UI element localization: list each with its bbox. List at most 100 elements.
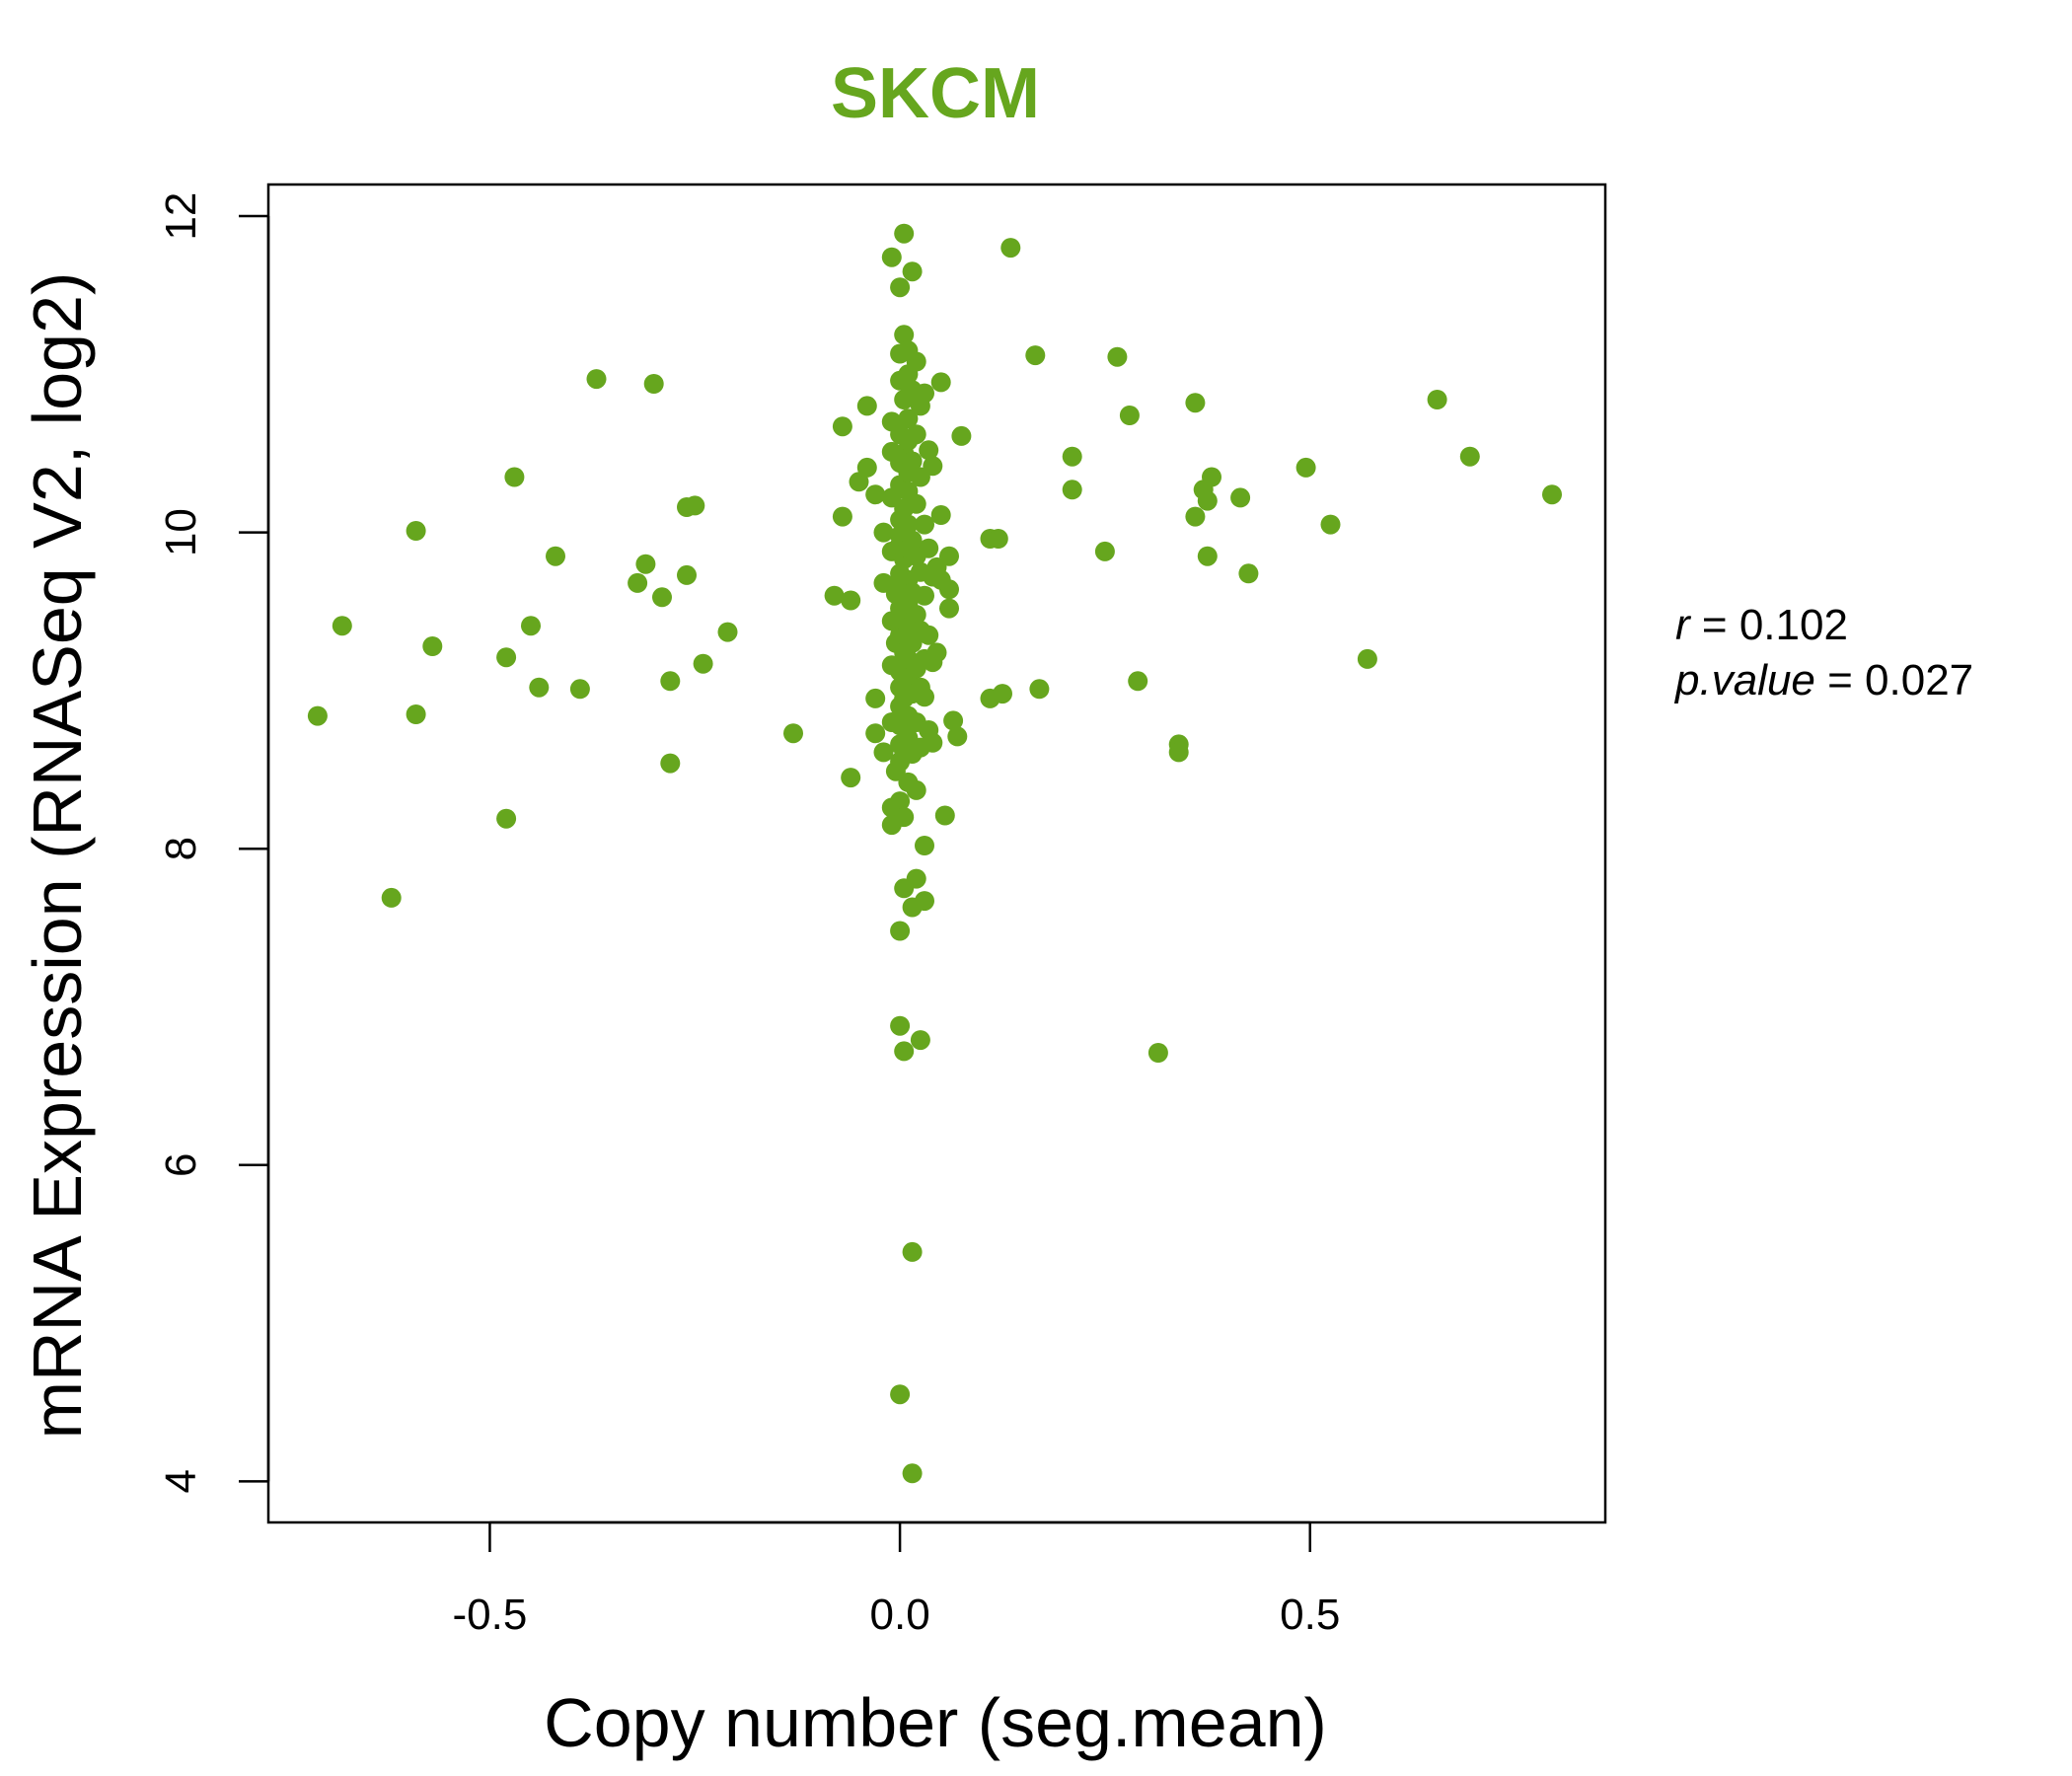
data-point-134 <box>915 514 934 535</box>
data-point-32 <box>856 457 877 478</box>
data-point-173 <box>1147 1043 1168 1063</box>
x-tick-label: 0.0 <box>870 1591 930 1639</box>
data-point-22 <box>685 495 705 516</box>
data-point-165 <box>1025 345 1046 366</box>
x-axis: -0.5 0.0 0.5 <box>453 1520 1340 1639</box>
data-point-183 <box>1238 563 1259 584</box>
y-tick-label: 4 <box>157 1469 205 1493</box>
data-point-6 <box>496 647 517 668</box>
data-point-86 <box>894 807 915 828</box>
data-point-25 <box>783 723 803 744</box>
r-equals: = <box>1702 601 1739 649</box>
y-tick-label: 8 <box>157 837 205 860</box>
data-point-162 <box>988 529 1008 549</box>
data-point-171 <box>1119 406 1140 425</box>
data-point-88 <box>894 1041 915 1062</box>
data-point-34 <box>865 688 886 708</box>
data-point-163 <box>993 684 1012 704</box>
data-point-135 <box>915 585 934 606</box>
data-point-179 <box>1197 490 1218 511</box>
data-point-159 <box>951 425 972 446</box>
x-tick-label: -0.5 <box>453 1591 528 1639</box>
data-point-170 <box>1107 346 1128 367</box>
data-point-109 <box>902 530 923 551</box>
y-tick-label: 10 <box>157 508 205 556</box>
data-point-164 <box>1000 238 1021 259</box>
data-point-172 <box>1128 671 1148 692</box>
data-point-188 <box>1459 446 1480 467</box>
data-point-77 <box>894 325 915 345</box>
data-point-157 <box>943 710 964 731</box>
data-point-147 <box>923 732 943 753</box>
data-point-2 <box>381 887 402 908</box>
data-point-12 <box>569 679 590 700</box>
data-point-151 <box>930 505 951 525</box>
svg-text:p.value = 0.027: p.value = 0.027 <box>1673 656 1973 704</box>
y-tick-label: 12 <box>157 192 205 241</box>
data-point-64 <box>890 277 911 298</box>
y-axis: 4 6 8 10 12 <box>157 192 270 1494</box>
p-value: 0.027 <box>1865 656 1973 704</box>
data-point-36 <box>865 484 886 505</box>
data-point-26 <box>824 585 845 606</box>
data-point-139 <box>915 836 934 855</box>
data-point-137 <box>915 687 934 707</box>
data-point-141 <box>919 538 939 558</box>
data-point-169 <box>1094 541 1115 561</box>
data-point-4 <box>406 704 426 724</box>
data-point-23 <box>693 653 713 674</box>
data-point-29 <box>841 590 861 611</box>
data-point-167 <box>1062 446 1082 467</box>
x-axis-label: Copy number (seg.mean) <box>544 1684 1327 1761</box>
data-point-121 <box>906 605 926 625</box>
data-point-7 <box>496 808 517 829</box>
data-point-144 <box>923 456 943 477</box>
data-point-176 <box>1185 393 1206 413</box>
chart-title: SKCM <box>831 54 1040 133</box>
svg-text:r = 0.102: r = 0.102 <box>1675 601 1848 649</box>
data-point-89 <box>894 223 915 244</box>
data-point-35 <box>865 723 886 744</box>
data-point-175 <box>1168 742 1189 763</box>
data-point-21 <box>677 564 697 585</box>
data-point-133 <box>915 383 934 404</box>
data-point-27 <box>832 416 852 437</box>
data-point-125 <box>906 868 926 889</box>
data-point-117 <box>906 351 926 372</box>
data-point-14 <box>628 572 648 593</box>
data-point-124 <box>906 779 926 800</box>
data-point-118 <box>906 424 926 445</box>
data-points <box>307 223 1562 1484</box>
data-point-0 <box>307 705 328 726</box>
data-point-180 <box>1197 546 1218 566</box>
r-label: r <box>1675 601 1692 649</box>
data-point-150 <box>930 372 951 393</box>
data-point-17 <box>652 587 672 608</box>
data-point-181 <box>1202 467 1221 487</box>
data-point-8 <box>504 467 525 487</box>
data-point-10 <box>529 677 550 698</box>
data-point-1 <box>332 616 352 636</box>
y-axis-label: mRNA Expression (RNASeq V2, log2) <box>19 272 96 1440</box>
data-point-91 <box>898 408 919 429</box>
data-point-132 <box>910 1030 930 1051</box>
data-point-18 <box>660 671 681 692</box>
data-point-33 <box>856 396 877 416</box>
data-point-37 <box>873 522 894 543</box>
data-point-142 <box>919 625 939 645</box>
data-point-156 <box>939 598 959 619</box>
data-point-11 <box>546 546 565 566</box>
data-point-168 <box>1062 480 1082 500</box>
data-point-76 <box>890 921 911 941</box>
data-point-19 <box>660 753 681 774</box>
x-tick-label: 0.5 <box>1280 1591 1340 1639</box>
data-point-16 <box>643 374 664 394</box>
data-point-9 <box>521 616 541 636</box>
data-point-116 <box>902 1463 923 1484</box>
data-point-63 <box>890 791 911 812</box>
data-point-166 <box>1029 679 1050 700</box>
data-point-155 <box>939 579 959 600</box>
data-point-75 <box>890 1015 911 1036</box>
data-point-149 <box>926 642 947 663</box>
